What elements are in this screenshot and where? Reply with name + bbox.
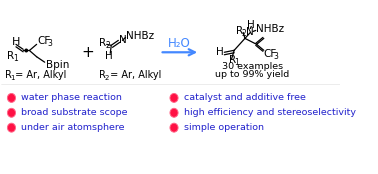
Text: H: H — [216, 47, 223, 57]
Text: H₂O: H₂O — [168, 37, 191, 50]
Text: under air atomsphere: under air atomsphere — [21, 123, 125, 132]
Text: R: R — [236, 26, 243, 36]
Text: catalyst and additive free: catalyst and additive free — [184, 93, 306, 102]
Text: R: R — [99, 38, 107, 48]
Circle shape — [170, 93, 178, 102]
Text: high efficiency and stereoselectivity: high efficiency and stereoselectivity — [184, 108, 356, 117]
Circle shape — [8, 123, 15, 132]
Text: 2: 2 — [242, 29, 246, 38]
Text: 1: 1 — [11, 75, 15, 81]
Text: R: R — [229, 55, 236, 65]
Text: up to 99% yield: up to 99% yield — [215, 70, 289, 79]
Text: R: R — [99, 70, 106, 80]
Text: 1: 1 — [13, 54, 17, 63]
Text: 3: 3 — [48, 39, 53, 48]
Text: broad substrate scope: broad substrate scope — [21, 108, 128, 117]
Text: Bpin: Bpin — [46, 60, 70, 70]
Text: 2: 2 — [105, 75, 109, 81]
Text: 3: 3 — [274, 52, 279, 61]
Text: R: R — [5, 70, 12, 80]
Circle shape — [25, 49, 28, 52]
Text: NHBz: NHBz — [256, 25, 284, 34]
Circle shape — [8, 108, 15, 117]
Text: N: N — [119, 35, 127, 45]
Text: CF: CF — [264, 49, 277, 59]
Circle shape — [170, 123, 178, 132]
Text: CF: CF — [37, 36, 51, 46]
Text: H: H — [11, 37, 20, 47]
Circle shape — [170, 108, 178, 117]
Text: NHBz: NHBz — [125, 31, 153, 41]
Text: = Ar, Alkyl: = Ar, Alkyl — [12, 70, 67, 80]
Text: +: + — [81, 45, 94, 60]
Text: 30 examples: 30 examples — [222, 62, 283, 71]
Text: = Ar, Alkyl: = Ar, Alkyl — [107, 70, 161, 80]
Text: water phase reaction: water phase reaction — [21, 93, 122, 102]
Text: R: R — [7, 51, 14, 61]
Text: N: N — [246, 27, 254, 37]
Text: simple operation: simple operation — [184, 123, 264, 132]
Text: 2: 2 — [105, 41, 110, 50]
Text: H: H — [247, 21, 255, 30]
Text: 1: 1 — [234, 58, 239, 67]
Circle shape — [8, 93, 15, 102]
Text: H: H — [105, 51, 113, 61]
